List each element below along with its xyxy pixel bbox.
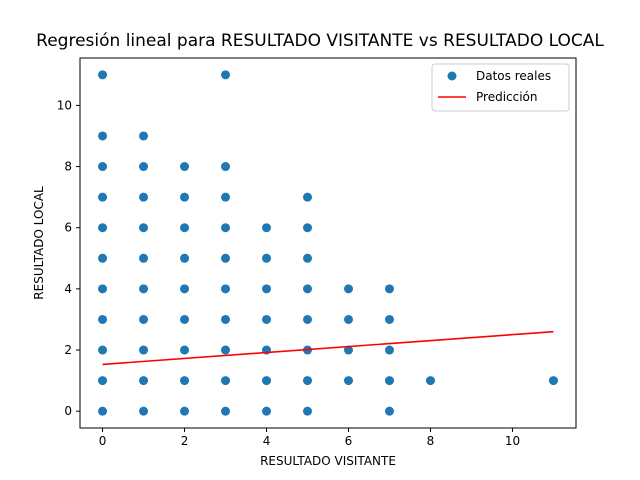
- data-point-18: [139, 192, 149, 202]
- data-point-60: [384, 376, 394, 386]
- x-tick-label-4: 4: [263, 434, 271, 448]
- data-point-55: [343, 376, 353, 386]
- data-point-2: [98, 345, 108, 355]
- x-axis-ticks: 0 2 4 6 8 10: [99, 428, 520, 448]
- data-point-11: [139, 406, 149, 416]
- legend: Datos reales Predicción: [431, 63, 570, 112]
- data-point-56: [343, 345, 353, 355]
- data-point-8: [98, 162, 108, 172]
- chart-title: Regresión lineal para RESULTADO VISITANT…: [36, 31, 604, 51]
- data-point-57: [343, 314, 353, 324]
- data-point-41: [262, 376, 272, 386]
- legend-label-prediccion: Predicción: [476, 90, 538, 104]
- data-point-29: [180, 162, 190, 172]
- data-point-58: [343, 284, 353, 294]
- data-point-7: [98, 192, 108, 202]
- data-point-43: [262, 314, 272, 324]
- y-axis-label: RESULTADO LOCAL: [32, 186, 46, 300]
- data-point-20: [139, 131, 149, 141]
- plot-frame: [79, 57, 577, 429]
- data-point-12: [139, 376, 149, 386]
- data-point-4: [98, 284, 108, 294]
- data-point-30: [221, 406, 231, 416]
- x-tick-label-10: 10: [505, 434, 520, 448]
- legend-label-datos-reales: Datos reales: [476, 69, 551, 83]
- prediction-line-layer: [102, 330, 554, 366]
- data-point-63: [384, 284, 394, 294]
- x-tick-label-0: 0: [99, 434, 107, 448]
- y-tick-label-0: 0: [64, 404, 72, 418]
- data-point-37: [221, 192, 231, 202]
- data-point-47: [303, 406, 313, 416]
- data-point-46: [262, 223, 272, 233]
- data-point-50: [303, 314, 313, 324]
- data-point-64: [425, 376, 435, 386]
- prediction-line: [102, 330, 554, 366]
- data-point-27: [180, 223, 190, 233]
- data-point-38: [221, 162, 231, 172]
- y-tick-label-2: 2: [64, 343, 72, 357]
- data-point-40: [262, 406, 272, 416]
- data-point-9: [98, 131, 108, 141]
- legend-box: [431, 63, 570, 112]
- data-point-36: [221, 223, 231, 233]
- data-point-48: [303, 376, 313, 386]
- data-point-23: [180, 345, 190, 355]
- x-tick-label-6: 6: [345, 434, 353, 448]
- y-axis-ticks: 0 2 4 6 8 10: [57, 98, 80, 418]
- data-point-15: [139, 284, 149, 294]
- data-point-26: [180, 253, 190, 263]
- data-point-32: [221, 345, 231, 355]
- data-point-34: [221, 284, 231, 294]
- data-point-62: [384, 314, 394, 324]
- x-tick-label-2: 2: [181, 434, 189, 448]
- data-point-6: [98, 223, 108, 233]
- data-point-51: [303, 284, 313, 294]
- data-point-14: [139, 314, 149, 324]
- data-point-3: [98, 314, 108, 324]
- y-tick-label-4: 4: [64, 282, 72, 296]
- data-point-24: [180, 314, 190, 324]
- data-point-16: [139, 253, 149, 263]
- legend-marker-datos-reales: [447, 71, 457, 81]
- data-point-5: [98, 253, 108, 263]
- data-point-33: [221, 314, 231, 324]
- x-tick-label-8: 8: [427, 434, 435, 448]
- data-point-21: [180, 406, 190, 416]
- plot-area: [80, 58, 576, 428]
- data-point-52: [303, 253, 313, 263]
- data-point-17: [139, 223, 149, 233]
- y-tick-label-10: 10: [57, 98, 72, 112]
- data-point-31: [221, 376, 231, 386]
- data-point-61: [384, 345, 394, 355]
- data-point-44: [262, 284, 272, 294]
- data-point-19: [139, 162, 149, 172]
- data-point-1: [98, 376, 108, 386]
- data-point-59: [384, 406, 394, 416]
- x-axis-label: RESULTADO VISITANTE: [260, 454, 396, 468]
- data-point-22: [180, 376, 190, 386]
- data-point-35: [221, 253, 231, 263]
- data-point-28: [180, 192, 190, 202]
- data-point-10: [98, 70, 108, 80]
- data-point-25: [180, 284, 190, 294]
- y-tick-label-6: 6: [64, 221, 72, 235]
- data-point-13: [139, 345, 149, 355]
- data-point-65: [548, 376, 558, 386]
- y-tick-label-8: 8: [64, 160, 72, 174]
- data-point-39: [221, 70, 231, 80]
- data-point-0: [98, 406, 108, 416]
- data-point-53: [303, 223, 313, 233]
- data-point-45: [262, 253, 272, 263]
- data-point-54: [303, 192, 313, 202]
